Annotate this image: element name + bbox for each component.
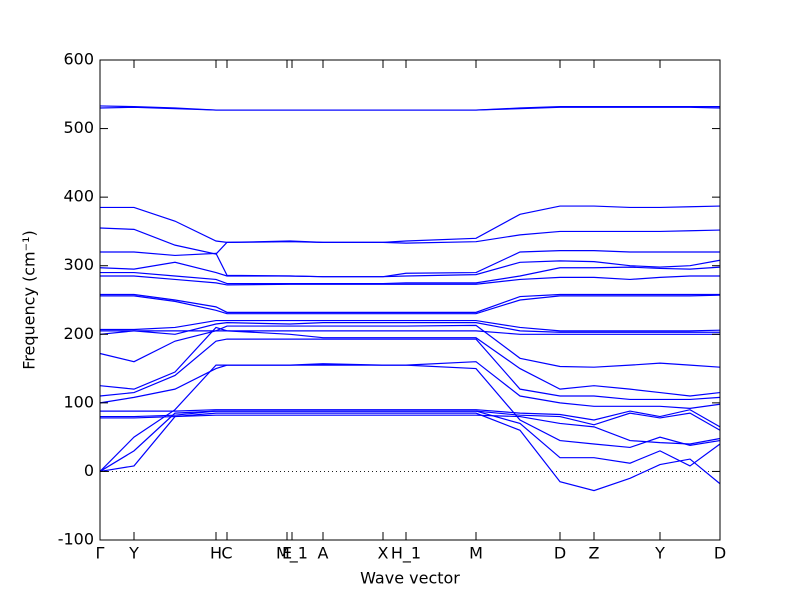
band-line — [99, 361, 721, 409]
x-tick-label: C — [221, 544, 232, 563]
y-tick-label: 400 — [63, 187, 94, 206]
band-line — [99, 326, 721, 397]
x-axis-label: Wave vector — [360, 569, 460, 588]
band-line — [100, 322, 720, 335]
band-line — [100, 410, 721, 431]
band-line — [100, 409, 721, 428]
x-tick-label: D — [714, 544, 726, 563]
y-tick-label: 100 — [63, 392, 94, 411]
x-tick-label: A — [318, 544, 329, 563]
y-tick-label: 0 — [84, 461, 94, 480]
y-tick-label: 600 — [63, 50, 94, 69]
band-line — [99, 106, 721, 111]
band-line — [99, 412, 721, 492]
y-tick-label: 500 — [63, 118, 94, 137]
band-line — [99, 338, 721, 401]
x-tick-label: M — [469, 544, 483, 563]
band-line — [100, 414, 721, 445]
band-line — [100, 294, 721, 315]
band-line — [100, 319, 721, 332]
x-tick-label: H — [210, 544, 222, 563]
band-line — [99, 410, 721, 472]
x-tick-label: Z — [589, 544, 600, 563]
band-line — [99, 227, 721, 255]
band-line — [99, 330, 720, 335]
y-tick-label: 200 — [63, 324, 94, 343]
band-line — [99, 259, 721, 278]
x-tick-label: D — [554, 544, 566, 563]
band-line — [100, 205, 721, 244]
band-line — [100, 275, 720, 286]
plot-frame — [99, 59, 721, 541]
band-line — [99, 364, 721, 472]
band-line — [100, 250, 720, 278]
x-tick-label: H_1 — [391, 544, 421, 564]
band-line — [100, 293, 720, 313]
x-tick-label: M_1 — [276, 544, 308, 564]
x-tick-label: Γ — [96, 544, 105, 563]
x-tick-label: Y — [654, 544, 665, 563]
x-tick-label: Y — [128, 544, 139, 563]
y-tick-label: -100 — [58, 530, 94, 549]
x-tick-label: X — [378, 544, 389, 563]
y-axis-label: Frequency (cm⁻¹) — [20, 230, 39, 369]
band-line — [99, 324, 721, 368]
band-line — [100, 266, 721, 285]
y-tick-label: 300 — [63, 255, 94, 274]
x-tick-label: E — [282, 544, 292, 563]
